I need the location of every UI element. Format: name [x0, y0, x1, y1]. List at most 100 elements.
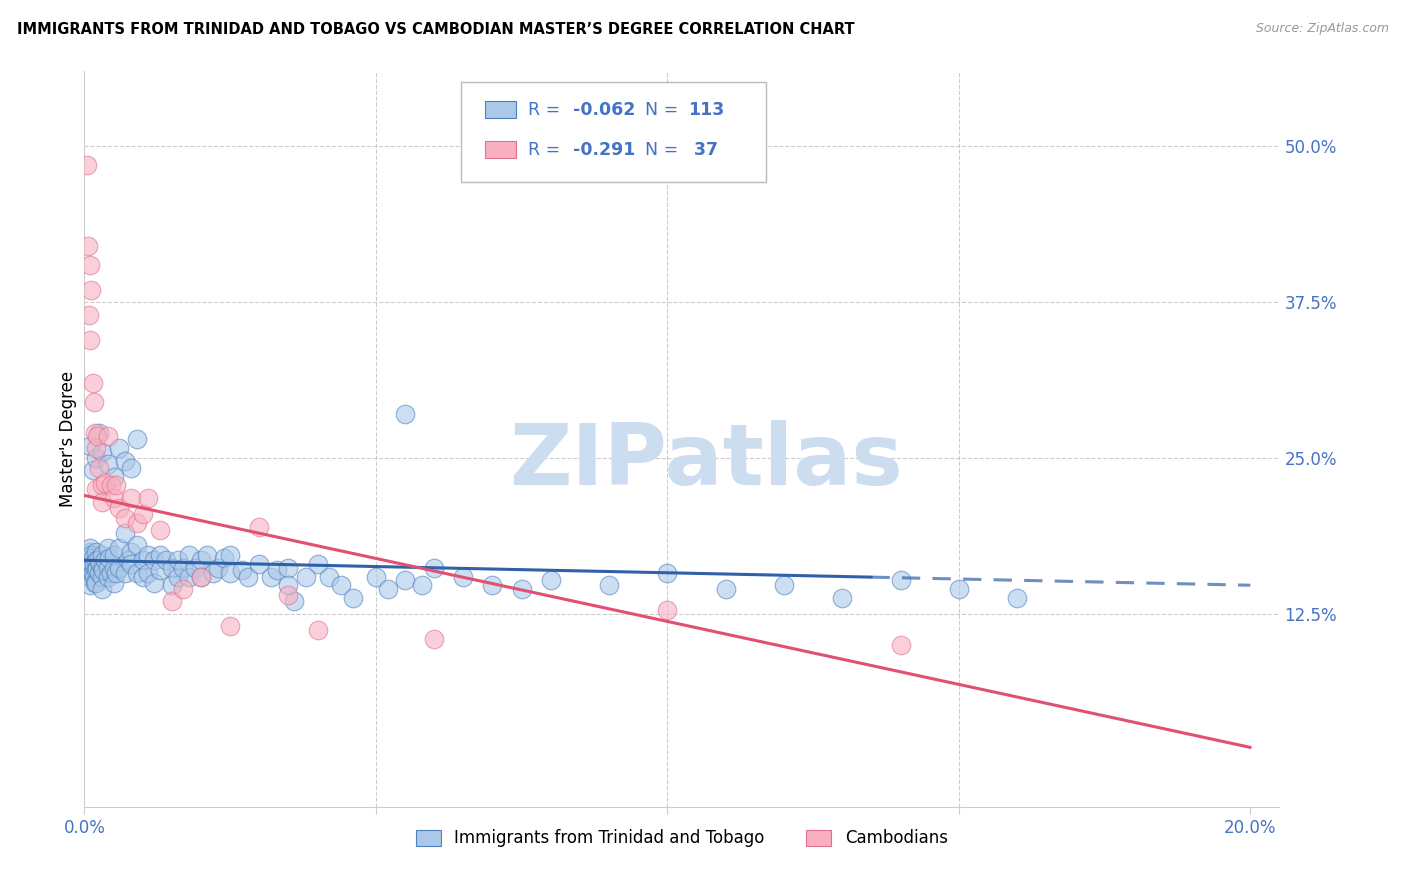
Point	[86, 428, 108, 442]
Text: N =: N =	[645, 102, 683, 120]
Point	[108, 541, 131, 555]
Point	[423, 632, 446, 646]
Point	[82, 376, 104, 391]
Text: ZIPatlas: ZIPatlas	[509, 420, 903, 503]
Point	[77, 308, 100, 322]
Point	[260, 569, 283, 583]
Point	[84, 441, 107, 455]
Point	[90, 478, 112, 492]
Point	[97, 541, 120, 555]
Point	[149, 549, 172, 563]
Point	[76, 158, 98, 172]
Point	[84, 575, 107, 590]
Point	[120, 491, 142, 505]
Point	[155, 553, 177, 567]
Point	[364, 569, 387, 583]
Point	[120, 461, 142, 475]
Point	[100, 566, 122, 580]
Point	[79, 578, 101, 592]
Point	[94, 475, 117, 490]
Legend: Immigrants from Trinidad and Tobago, Cambodians: Immigrants from Trinidad and Tobago, Cam…	[409, 822, 955, 855]
Point	[125, 538, 148, 552]
Point	[394, 574, 416, 588]
Point	[103, 561, 125, 575]
Point	[97, 457, 120, 471]
Text: 37: 37	[688, 141, 718, 159]
Point	[295, 569, 318, 583]
Point	[160, 561, 183, 575]
Point	[120, 544, 142, 558]
Point	[481, 578, 503, 592]
Point	[423, 561, 446, 575]
Point	[84, 544, 107, 558]
Y-axis label: Master's Degree: Master's Degree	[59, 371, 77, 508]
Point	[453, 569, 475, 583]
Point	[79, 561, 101, 575]
Point	[90, 582, 112, 596]
Point	[80, 557, 103, 571]
Point	[394, 408, 416, 422]
Point	[83, 557, 105, 571]
Point	[84, 450, 107, 465]
Point	[277, 588, 299, 602]
Point	[114, 566, 136, 580]
Point	[657, 603, 679, 617]
Point	[143, 575, 166, 590]
Point	[84, 482, 107, 496]
Point	[277, 578, 299, 592]
Point	[125, 516, 148, 530]
Point	[131, 507, 153, 521]
Point	[190, 569, 212, 583]
Point	[103, 549, 125, 563]
Point	[89, 557, 111, 571]
Point	[219, 549, 242, 563]
Point	[84, 553, 107, 567]
Point	[377, 582, 399, 596]
Point	[138, 491, 160, 505]
Point	[307, 623, 329, 637]
Point	[172, 561, 194, 575]
Point	[83, 426, 105, 441]
Point	[179, 549, 201, 563]
Point	[510, 582, 533, 596]
Point	[91, 563, 114, 577]
Point	[214, 550, 236, 565]
Point	[108, 500, 131, 515]
Point	[79, 438, 101, 452]
Point	[329, 578, 352, 592]
Point	[82, 566, 104, 580]
Point	[283, 594, 305, 608]
Point	[103, 469, 125, 483]
Point	[114, 453, 136, 467]
Text: R =: R =	[527, 141, 565, 159]
Point	[86, 561, 108, 575]
Text: R =: R =	[527, 102, 565, 120]
Point	[87, 461, 110, 475]
Point	[114, 511, 136, 525]
Point	[411, 578, 433, 592]
Text: N =: N =	[645, 141, 683, 159]
Point	[76, 550, 98, 565]
Point	[131, 569, 153, 583]
Point	[83, 575, 105, 590]
Point	[231, 563, 253, 577]
Point	[83, 569, 105, 583]
Point	[889, 574, 911, 588]
Point	[889, 638, 911, 652]
Point	[540, 574, 562, 588]
Point	[114, 525, 136, 540]
Point	[190, 553, 212, 567]
Point	[79, 550, 101, 565]
Point	[82, 463, 104, 477]
Point	[342, 591, 364, 605]
Point	[166, 553, 188, 567]
Point	[125, 433, 148, 447]
Point	[76, 557, 98, 571]
FancyBboxPatch shape	[461, 82, 766, 182]
Point	[87, 426, 110, 441]
Point	[219, 619, 242, 633]
Point	[90, 561, 112, 575]
Point	[77, 553, 100, 567]
Point	[87, 553, 110, 567]
Point	[172, 582, 194, 596]
